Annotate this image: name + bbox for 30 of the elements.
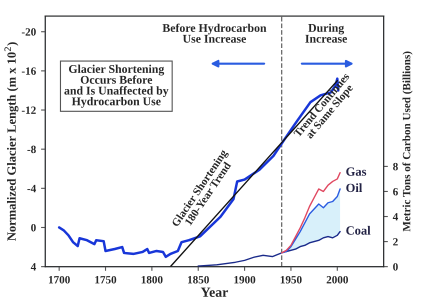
line-series [198, 230, 341, 267]
x-tick-label: 1850 [188, 276, 209, 284]
x-tick-label: 1950 [280, 276, 302, 284]
y-tick-label: -4 [27, 184, 36, 192]
series-label: Coal [346, 226, 370, 235]
y-tick-label: 4 [30, 263, 36, 270]
x-tick-label: 1750 [95, 276, 116, 284]
x-tick-label: 1900 [234, 276, 256, 284]
y-tick-label: -12 [22, 106, 36, 114]
x-tick-label: 1800 [142, 276, 163, 284]
series-label: Gas [346, 167, 366, 176]
y2-tick-label: 6 [393, 188, 398, 196]
y2-tick-label: 2 [393, 238, 398, 246]
y-axis-title: Normalized Glacier Length (m x 10$^{2}$) [4, 42, 18, 241]
y2-tick-label: 8 [393, 162, 398, 170]
y2-axis-title: Metric Tons of Carbon Used (Billions) [402, 52, 413, 232]
line-series [280, 172, 341, 254]
y2-tick-label: 4 [392, 213, 398, 220]
series-label: Oil [346, 183, 362, 192]
annotation: Before Hydrocarbon Use Increase [162, 24, 266, 43]
y-tick-label: -16 [22, 67, 36, 75]
y2-tick-label: 0 [393, 263, 398, 271]
y-tick-label: -20 [22, 28, 36, 36]
annotation: During Increase [305, 24, 348, 43]
x-axis-title: Year [200, 288, 228, 297]
annotation: Glacier Shortening Occurs Before and Is Unaffected by Hydrocarbon Use [64, 64, 169, 108]
y-tick-label: 0 [31, 224, 36, 232]
x-tick-label: 2000 [326, 276, 348, 284]
x-tick-label: 1700 [48, 276, 70, 284]
y-tick-label: -8 [27, 146, 36, 154]
